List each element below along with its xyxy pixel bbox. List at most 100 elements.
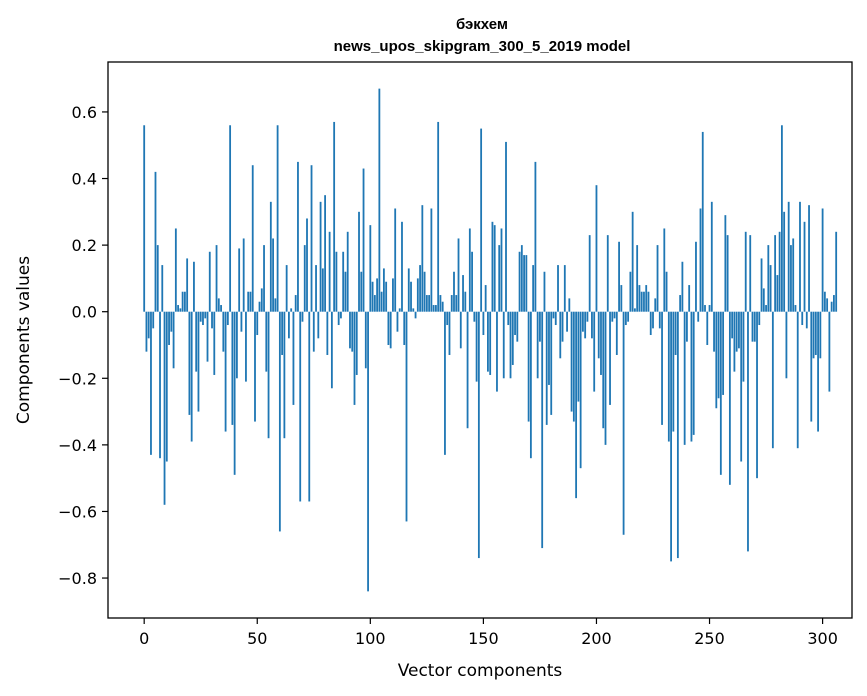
- bar: [475, 311, 478, 382]
- bar: [790, 245, 792, 312]
- bar: [674, 311, 677, 355]
- bar: [263, 245, 265, 312]
- bar: [206, 311, 209, 362]
- bar: [810, 311, 813, 422]
- bar: [710, 201, 713, 312]
- bar: [665, 271, 668, 312]
- bar: [704, 305, 706, 312]
- bar: [373, 295, 376, 312]
- bar: [462, 275, 464, 312]
- bar: [412, 308, 415, 312]
- bar: [224, 311, 227, 432]
- bar: [525, 255, 528, 312]
- y-tick-label: −0.8: [58, 569, 97, 588]
- bar: [561, 311, 564, 342]
- bars-group: [143, 88, 838, 592]
- bar: [584, 311, 587, 339]
- bar: [249, 291, 252, 312]
- bar: [364, 311, 367, 369]
- bar: [344, 271, 347, 312]
- bar: [719, 311, 722, 475]
- bar: [686, 311, 688, 342]
- bar: [312, 311, 315, 352]
- bar: [572, 311, 575, 422]
- x-axis-ticks: 0 50 100 150 200 250 300: [139, 618, 838, 648]
- bar: [188, 311, 191, 415]
- bar: [197, 311, 200, 412]
- bar: [396, 311, 399, 332]
- bar: [432, 305, 435, 312]
- bar: [238, 248, 241, 312]
- bar: [346, 231, 349, 312]
- bar: [380, 291, 383, 312]
- bar: [507, 311, 510, 326]
- bar: [514, 311, 516, 336]
- bar: [563, 265, 566, 312]
- bar: [570, 311, 573, 412]
- bar: [147, 311, 150, 339]
- bar: [828, 311, 831, 392]
- bar: [496, 311, 498, 392]
- bar: [369, 225, 372, 312]
- bar: [159, 311, 161, 459]
- bar: [457, 238, 460, 312]
- bar: [299, 311, 302, 502]
- bar: [539, 311, 541, 342]
- bar: [240, 311, 243, 332]
- bar: [812, 311, 815, 359]
- bar: [586, 311, 589, 322]
- bar: [579, 311, 582, 469]
- bar: [676, 311, 679, 559]
- bar: [733, 311, 736, 372]
- bar: [557, 265, 559, 312]
- bar: [529, 311, 532, 459]
- bar: [319, 201, 322, 312]
- bar: [751, 311, 754, 342]
- bar: [491, 221, 494, 312]
- x-tick-label: 200: [581, 629, 612, 648]
- bar: [532, 265, 535, 312]
- bar: [652, 311, 654, 329]
- bar: [747, 311, 749, 552]
- bar: [473, 311, 476, 322]
- bar: [518, 251, 521, 312]
- bar: [505, 141, 507, 312]
- bar: [199, 311, 202, 322]
- bar: [355, 311, 358, 375]
- bar: [701, 131, 704, 312]
- bar: [615, 311, 618, 355]
- bar: [516, 311, 519, 342]
- bar: [643, 291, 645, 312]
- bar: [799, 201, 801, 312]
- bar: [545, 311, 548, 425]
- bar: [258, 301, 261, 312]
- bar: [550, 311, 553, 415]
- bar: [511, 311, 514, 365]
- bar: [233, 311, 236, 475]
- bar: [835, 231, 838, 312]
- bar: [649, 311, 652, 336]
- bar: [231, 311, 234, 425]
- bar: [360, 271, 363, 312]
- bar: [613, 311, 616, 319]
- bar: [450, 295, 453, 312]
- bar: [213, 311, 216, 375]
- bar: [349, 311, 351, 349]
- bar: [620, 285, 623, 312]
- bar: [817, 311, 819, 432]
- bar: [536, 311, 539, 379]
- bar: [796, 311, 799, 449]
- bar: [622, 311, 625, 535]
- bar: [330, 311, 333, 389]
- bar: [758, 311, 761, 326]
- bar: [405, 311, 408, 522]
- bar: [283, 311, 286, 439]
- bar: [731, 311, 734, 339]
- bar: [534, 161, 537, 312]
- bar: [819, 311, 822, 359]
- bar: [502, 311, 505, 379]
- bar: [500, 228, 503, 312]
- bar: [597, 311, 600, 359]
- bar: [340, 311, 342, 319]
- bar: [242, 238, 245, 312]
